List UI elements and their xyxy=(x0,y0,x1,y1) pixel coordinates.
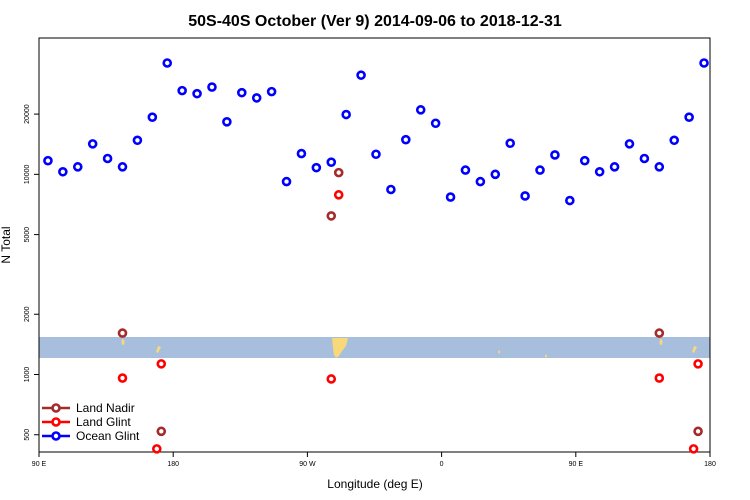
land-nadir-point xyxy=(326,211,337,221)
land-glint-point xyxy=(693,359,703,369)
x-tick-label: 180 xyxy=(704,461,716,468)
ocean-glint-point xyxy=(117,162,128,172)
ocean-glint-point xyxy=(132,135,143,146)
x-tick-label: 90 E xyxy=(569,461,584,468)
legend-label-land-glint: Land Glint xyxy=(76,415,131,429)
ocean-glint-point xyxy=(654,162,665,172)
ocean-glint-point xyxy=(505,138,515,149)
map-land-patch xyxy=(332,338,348,358)
ocean-glint-point xyxy=(72,162,83,172)
data-points xyxy=(43,58,709,454)
land-nadir-point xyxy=(693,426,703,437)
ocean-glint-point xyxy=(371,149,381,160)
ocean-glint-point xyxy=(520,191,530,201)
ocean-glint-point xyxy=(445,192,456,202)
ocean-glint-point xyxy=(386,184,396,195)
map-land-patch xyxy=(659,339,663,345)
map-strip xyxy=(39,337,710,358)
map-land-patch xyxy=(545,354,547,358)
x-tick-label: 90 E xyxy=(32,461,47,468)
land-glint-point xyxy=(333,190,344,200)
y-tick-label: 5000 xyxy=(24,227,31,243)
ocean-glint-point xyxy=(192,88,202,99)
land-glint-point xyxy=(688,444,699,454)
x-axis: 90 E 180 90 W 0 90 E 180 xyxy=(32,452,716,468)
ocean-glint-point xyxy=(639,153,650,164)
land-nadir-point xyxy=(654,328,665,338)
ocean-glint-point xyxy=(594,166,605,177)
land-glint-point xyxy=(326,374,337,384)
ocean-glint-point xyxy=(699,58,709,68)
y-axis: 500 1000 2000 5000 10000 20000 xyxy=(24,104,39,441)
legend-label-land-nadir: Land Nadir xyxy=(76,401,135,415)
map-ocean-band xyxy=(39,337,710,358)
ocean-glint-point xyxy=(162,58,173,68)
legend-marker-land-glint xyxy=(51,417,61,427)
ocean-glint-point xyxy=(460,165,471,175)
x-tick-label: 0 xyxy=(440,461,444,468)
ocean-glint-point xyxy=(251,93,262,103)
ocean-glint-point xyxy=(296,148,307,159)
map-land-patch xyxy=(692,346,697,353)
ocean-glint-point xyxy=(281,176,292,187)
land-nadir-point xyxy=(156,426,167,437)
chart-title: 50S-40S October (Ver 9) 2014-09-06 to 20… xyxy=(188,13,562,30)
ocean-glint-point xyxy=(669,135,680,146)
ocean-glint-point xyxy=(550,150,560,160)
ocean-glint-point xyxy=(87,139,98,149)
ocean-glint-point xyxy=(236,87,247,98)
x-axis-title: Longitude (deg E) xyxy=(327,477,422,491)
ocean-glint-point xyxy=(430,118,441,129)
plot-area-frame xyxy=(38,37,711,453)
ocean-glint-point xyxy=(356,70,366,80)
land-nadir-point xyxy=(117,328,128,338)
ocean-glint-point xyxy=(579,155,590,166)
y-tick-label: 1000 xyxy=(24,367,31,383)
ocean-glint-point xyxy=(684,112,694,122)
land-glint-point xyxy=(156,359,167,369)
land-nadir-point xyxy=(333,167,344,178)
x-tick-label: 180 xyxy=(167,461,179,468)
ocean-glint-point xyxy=(490,169,501,180)
x-tick-label: 90 W xyxy=(299,461,316,468)
y-axis-title: N Total xyxy=(0,226,13,263)
ocean-glint-point xyxy=(565,195,575,206)
land-glint-point xyxy=(151,444,162,454)
ocean-glint-point xyxy=(401,134,411,145)
map-land-patch xyxy=(156,346,161,353)
y-tick-label: 10000 xyxy=(24,165,31,185)
y-tick-label: 20000 xyxy=(24,104,31,124)
ocean-glint-point xyxy=(415,105,426,115)
map-land-patch xyxy=(121,339,125,345)
land-glint-point xyxy=(654,373,665,383)
ocean-glint-point xyxy=(147,112,158,122)
legend-marker-land-nadir xyxy=(51,403,61,413)
ocean-glint-point xyxy=(535,165,545,175)
legend-label-ocean-glint: Ocean Glint xyxy=(76,429,140,443)
ocean-glint-point xyxy=(58,166,68,177)
ocean-glint-point xyxy=(609,162,620,172)
map-land-patch xyxy=(498,350,500,354)
ocean-glint-point xyxy=(266,86,277,97)
ocean-glint-point xyxy=(102,153,113,164)
ocean-glint-point xyxy=(222,117,232,127)
ocean-glint-point xyxy=(177,85,187,96)
ocean-glint-point xyxy=(341,109,351,120)
legend-marker-ocean-glint xyxy=(51,431,61,441)
ocean-glint-point xyxy=(43,155,53,166)
y-tick-label: 500 xyxy=(24,429,31,441)
ocean-glint-point xyxy=(207,82,217,92)
ocean-glint-point xyxy=(475,176,486,187)
land-glint-point xyxy=(117,373,128,383)
ocean-glint-point xyxy=(326,157,337,168)
y-tick-label: 2000 xyxy=(24,306,31,322)
ocean-glint-point xyxy=(624,139,635,149)
ocean-glint-point xyxy=(311,162,322,173)
